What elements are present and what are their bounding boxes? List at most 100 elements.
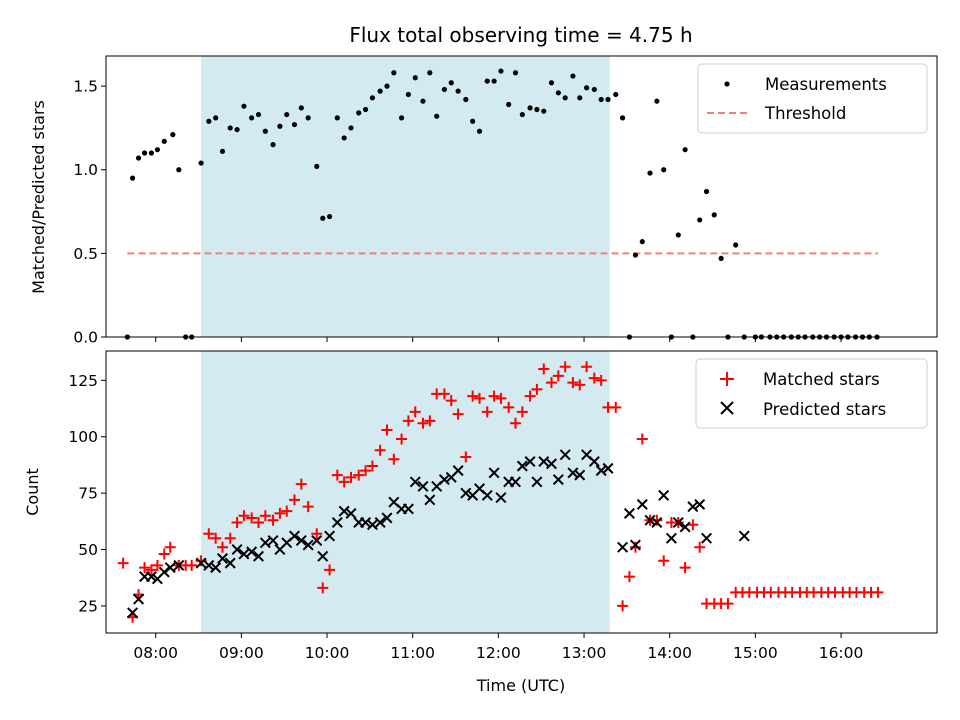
- top-yticks-layer: 0.0 0.5 1.0 1.5: [73, 78, 106, 347]
- measurement-point: [255, 111, 262, 118]
- measurement-point: [154, 147, 161, 153]
- bottom-xticks-layer: 08:00 09:00 10:00 11:00 12:00 13:00 14:00 15:00…: [133, 633, 863, 662]
- measurement-point: [562, 95, 568, 101]
- matched-star-point: [186, 559, 198, 571]
- matched-star-point: [417, 417, 429, 429]
- matched-star-point: [445, 395, 457, 407]
- measurement-point: [448, 80, 454, 86]
- legend-matched-label: Matched stars: [763, 370, 880, 389]
- legend-predicted-label: Predicted stars: [763, 400, 886, 419]
- bottom-xtick-label: 13:00: [562, 644, 607, 662]
- predicted-star-point: [567, 467, 579, 479]
- matched-star-point: [452, 408, 464, 420]
- matched-star-point: [481, 406, 493, 418]
- predicted-star-point: [694, 498, 706, 510]
- predicted-star-point: [374, 516, 386, 528]
- matched-star-point: [467, 390, 479, 402]
- measurement-point: [527, 105, 533, 111]
- bottom-y-axis-label: Count: [23, 468, 42, 516]
- measurement-point: [412, 75, 418, 81]
- measurement-point: [314, 163, 320, 169]
- predicted-star-point: [424, 494, 436, 506]
- measurement-point: [219, 148, 226, 154]
- matched-star-point: [288, 494, 300, 506]
- measurement-point: [170, 132, 176, 138]
- measurement-point: [320, 215, 326, 221]
- matched-star-point: [722, 598, 734, 610]
- measurement-point: [548, 80, 555, 86]
- matched-star-point: [588, 372, 600, 384]
- matched-star-point: [872, 586, 884, 598]
- matched-star-point: [524, 390, 536, 402]
- matched-star-point: [366, 460, 378, 472]
- measurement-point: [135, 155, 142, 161]
- predicted-star-point: [488, 467, 500, 479]
- predicted-star-point: [701, 532, 713, 544]
- measurement-point: [661, 167, 667, 173]
- matched-star-point: [145, 564, 157, 576]
- matched-star-point: [203, 528, 215, 540]
- measurement-point: [519, 111, 525, 118]
- predicted-star-point: [210, 562, 222, 574]
- matched-star-point: [324, 564, 336, 576]
- top-points-layer: [124, 68, 880, 340]
- matched-star-point: [396, 433, 408, 445]
- predicted-star-point: [531, 476, 543, 488]
- predicted-star-point: [651, 516, 663, 528]
- measurement-point: [619, 115, 626, 121]
- measurement-point: [334, 115, 340, 121]
- measurement-point: [405, 91, 412, 98]
- measurement-point: [241, 103, 247, 109]
- matched-star-point: [595, 374, 607, 386]
- matched-star-point: [360, 465, 372, 477]
- measurement-point: [541, 108, 547, 114]
- measurement-point: [176, 167, 182, 173]
- predicted-star-point: [636, 498, 648, 510]
- matched-star-point: [311, 528, 323, 540]
- bottom-xtick-label: 09:00: [219, 644, 264, 662]
- predicted-star-point: [524, 456, 536, 468]
- predicted-star-point: [217, 553, 229, 565]
- measurement-point: [512, 70, 519, 76]
- measurement-point: [391, 70, 397, 76]
- predicted-star-point: [145, 571, 157, 583]
- bottom-xtick-label: 11:00: [390, 644, 435, 662]
- predicted-star-point: [252, 550, 265, 562]
- matched-star-point: [531, 383, 543, 395]
- measurement-point: [277, 123, 283, 129]
- measurement-point: [141, 150, 148, 156]
- matched-star-point: [353, 469, 365, 481]
- measurement-point: [420, 98, 426, 104]
- predicted-star-point: [267, 534, 279, 547]
- matched-star-point: [474, 392, 486, 404]
- measurement-point: [129, 175, 136, 181]
- predicted-star-point: [738, 530, 750, 542]
- matched-star-point: [495, 392, 507, 404]
- matched-star-point: [238, 510, 250, 522]
- top-ytick-label: 1.0: [73, 161, 98, 179]
- predicted-star-point: [452, 465, 464, 477]
- measurement-point: [291, 121, 298, 128]
- measurement-point: [577, 95, 583, 101]
- measurement-point: [455, 88, 461, 94]
- matched-star-point: [687, 519, 699, 531]
- predicted-star-point: [574, 469, 586, 481]
- measurement-point: [534, 106, 540, 113]
- matched-star-point: [139, 562, 151, 574]
- predicted-star-point: [687, 501, 699, 513]
- predicted-star-point: [345, 507, 357, 519]
- predicted-star-point: [672, 516, 684, 528]
- chart-title: Flux total observing time = 4.75 h: [349, 23, 692, 47]
- predicted-star-point: [658, 489, 670, 501]
- predicted-star-point: [311, 534, 323, 547]
- predicted-star-point: [302, 539, 314, 551]
- matched-star-point: [295, 478, 307, 490]
- measurement-point: [484, 78, 490, 84]
- predicted-star-point: [552, 474, 564, 486]
- measurement-point: [733, 242, 739, 248]
- matched-star-point: [617, 600, 629, 612]
- measurement-point: [654, 98, 660, 104]
- measurement-point: [326, 213, 333, 220]
- bottom-highlight-layer: [201, 351, 610, 633]
- top-y-axis-label: Matched/Predicted stars: [29, 100, 48, 294]
